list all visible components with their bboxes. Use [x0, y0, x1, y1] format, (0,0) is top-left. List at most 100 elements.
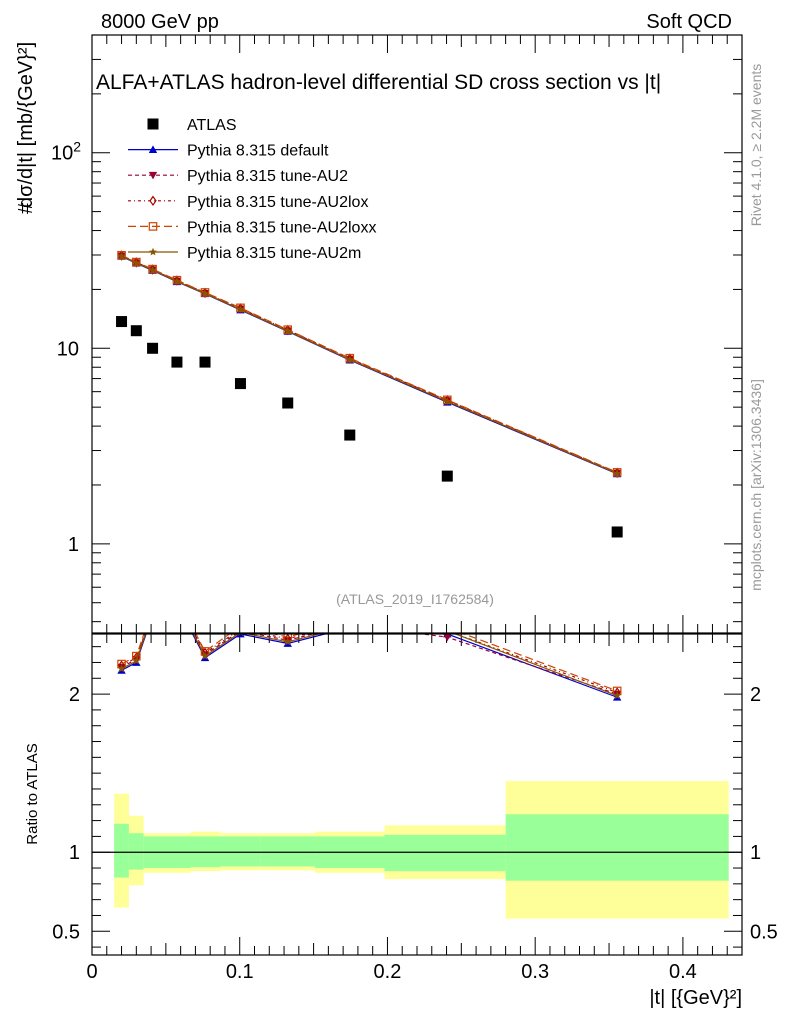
ratio-point-au2 — [443, 634, 452, 642]
ratio-band-inner-8 — [505, 814, 729, 881]
ratio-point-default — [173, 600, 181, 608]
data-point-au2lox — [173, 275, 181, 286]
main-axis-ticks: 1 10 102 — [51, 34, 743, 633]
data-point-au2m — [172, 277, 181, 285]
ratio-point-au2m — [283, 637, 292, 646]
legend-label-atlas: ATLAS — [187, 117, 237, 134]
data-point-au2lox — [346, 353, 354, 364]
data-point-au2lox — [613, 467, 621, 478]
ratio-point-au2loxx — [444, 624, 451, 631]
ratio-line-au2 — [121, 634, 618, 695]
data-point-au2m — [345, 355, 354, 364]
legend-marker-au2m — [149, 247, 157, 256]
analysis-id: (ATLAS_2019_I1762584) — [336, 591, 494, 607]
ratio-point-au2 — [148, 609, 156, 617]
ratio-band-inner-4 — [220, 836, 261, 867]
ratio-y-tick-label: 1 — [69, 842, 80, 864]
ratio-point-au2 — [173, 597, 181, 605]
data-point-atlas — [611, 526, 623, 538]
ratio-series — [117, 594, 622, 701]
header-right: Soft QCD — [646, 11, 732, 33]
data-point-atlas — [130, 325, 142, 337]
data-point-atlas — [234, 378, 246, 390]
data-point-au2m — [283, 326, 292, 335]
data-point-atlas — [344, 429, 356, 441]
legend-marker-default — [148, 145, 158, 153]
legend-marker-au2loxx — [148, 222, 158, 231]
ratio-series-au2loxx — [117, 594, 622, 696]
ratio-point-au2loxx — [173, 594, 180, 601]
ratio-y-tick-label-right: 2 — [750, 684, 761, 706]
data-point-atlas — [441, 470, 453, 482]
legend-label-au2lox: Pythia 8.315 tune-AU2lox — [187, 194, 368, 211]
main-plot-frame — [91, 34, 743, 634]
x-tick-label: 0 — [86, 961, 97, 983]
x-axis-label: |t| [{GeV}²] — [649, 987, 742, 1009]
data-point-au2lox — [117, 250, 126, 261]
ratio-point-au2loxx — [237, 622, 244, 629]
ratio-series-au2m — [117, 598, 622, 700]
ratio-y-tick-label-right: 1 — [750, 842, 761, 864]
legend-item-au2lox: Pythia 8.315 tune-AU2lox — [128, 194, 368, 211]
legend-item-au2m: Pythia 8.315 tune-AU2m — [128, 245, 361, 262]
rivet-label: Rivet 4.1.0, ≥ 2.2M events — [748, 64, 764, 227]
y-label-text: dσ/d|t| [mb/{GeV}²] — [15, 42, 37, 208]
legend-label-au2: Pythia 8.315 tune-AU2 — [187, 168, 348, 185]
ratio-point-au2m — [132, 656, 141, 665]
ratio-point-au2loxx — [346, 616, 353, 623]
ratio-point-au2 — [346, 621, 354, 629]
data-point-au2m — [148, 265, 157, 274]
legend-marker-au2 — [148, 171, 158, 180]
ratio-series-au2 — [117, 597, 622, 699]
legend: ATLAS Pythia 8.315 default Pythia 8.315 tu… — [128, 117, 376, 262]
ratio-point-au2lox — [240, 634, 241, 635]
header-left: 8000 GeV pp — [101, 11, 219, 33]
data-point-au2m — [117, 251, 126, 260]
data-point-atlas — [199, 356, 211, 368]
ratio-point-au2loxx — [149, 605, 156, 612]
data-point-au2loxx — [117, 250, 126, 260]
series-atlas — [116, 316, 623, 538]
ratio-y-tick-label-right: 0.5 — [750, 921, 778, 943]
series-au2m — [117, 251, 622, 477]
ratio-y-axis-label: Ratio to ATLAS — [24, 743, 41, 844]
legend-item-au2: Pythia 8.315 tune-AU2 — [128, 168, 348, 185]
main-series — [116, 250, 623, 538]
plot-title: ALFA+ATLAS hadron-level differential SD … — [96, 71, 661, 94]
data-point-au2loxx — [132, 257, 141, 267]
x-tick-label: 0.1 — [226, 961, 254, 983]
main-y-tick-label: 10 — [57, 338, 79, 360]
ratio-point-au2m — [201, 651, 210, 660]
data-point-au2m — [613, 469, 622, 477]
ratio-point-au2lox — [174, 595, 180, 603]
data-point-au2m — [201, 289, 210, 297]
ratio-line-default — [121, 634, 618, 698]
legend-label-au2m: Pythia 8.315 tune-AU2m — [187, 245, 361, 262]
ratio-point-au2m — [173, 598, 181, 606]
legend-item-atlas: ATLAS — [147, 117, 237, 134]
x-tick-label: 0.4 — [669, 961, 697, 983]
ratio-series-au2lox — [117, 595, 621, 698]
ratio-line-au2lox — [121, 634, 618, 694]
ratio-plot-frame — [91, 633, 743, 956]
ratio-point-au2m — [346, 622, 354, 630]
data-point-au2m — [236, 305, 245, 313]
mcplots-label: mcplots.cern.ch [arXiv:1306.3436] — [748, 379, 764, 591]
ratio-point-au2lox — [347, 619, 353, 627]
ratio-bands — [114, 781, 729, 919]
legend-label-default: Pythia 8.315 default — [187, 143, 329, 160]
data-point-atlas — [116, 316, 128, 328]
main-y-tick-label: 1 — [68, 534, 79, 556]
ratio-point-au2lox — [150, 606, 156, 614]
data-point-au2m — [443, 397, 452, 405]
legend-item-default: Pythia 8.315 default — [128, 143, 329, 160]
legend-item-au2loxx: Pythia 8.315 tune-AU2loxx — [128, 219, 376, 236]
data-point-atlas — [147, 342, 159, 354]
ratio-point-au2lox — [445, 634, 449, 637]
ratio-point-default — [346, 623, 354, 631]
ratio-line-au2m — [121, 634, 618, 697]
ratio-line-au2loxx — [121, 634, 618, 692]
ratio-y-tick-label: 2 — [69, 684, 80, 706]
legend-label-au2loxx: Pythia 8.315 tune-AU2loxx — [187, 219, 376, 236]
